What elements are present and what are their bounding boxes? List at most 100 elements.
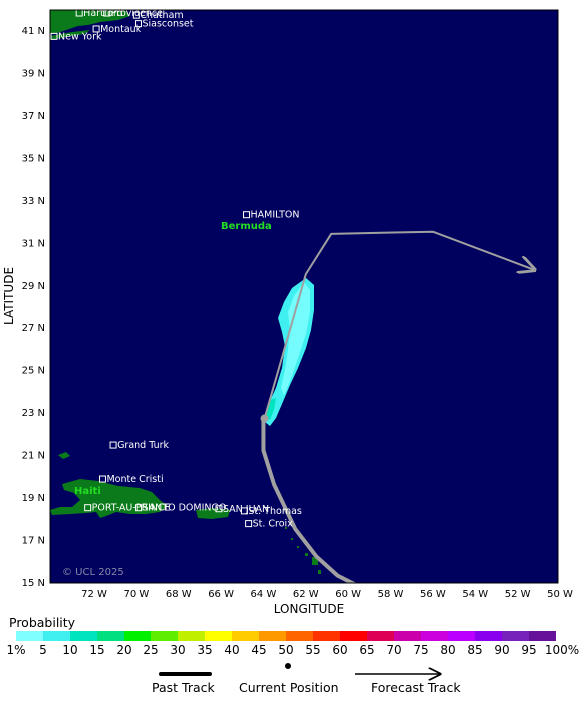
lat-tick-label: 23 N — [22, 408, 45, 419]
place-label: HAMILTON — [251, 210, 300, 221]
past-track-line — [261, 416, 357, 583]
place-marker — [245, 520, 253, 528]
forecast-track-line — [263, 230, 535, 419]
legend-label: 40 — [224, 643, 240, 657]
legend-label: 55 — [305, 643, 321, 657]
lon-tick-label: 68 W — [166, 589, 192, 600]
land-lesser-antilles — [285, 527, 321, 574]
legend-swatch — [448, 631, 475, 641]
lon-tick-label: 56 W — [420, 589, 446, 600]
legend-label: 50 — [278, 643, 294, 657]
legend-label: 35 — [197, 643, 213, 657]
key-past-track-label: Past Track — [152, 680, 215, 695]
place-label: Providence — [111, 8, 163, 19]
legend-label: 90 — [494, 643, 510, 657]
place-marker — [98, 475, 106, 483]
place-marker — [134, 20, 142, 28]
legend-label: 45 — [251, 643, 267, 657]
legend-swatch — [259, 631, 286, 641]
map-frame — [49, 9, 559, 584]
legend-label: 100% — [544, 643, 580, 657]
lat-tick-label: 19 N — [22, 493, 45, 504]
lon-tick-label: 52 W — [505, 589, 531, 600]
lat-tick-label: 33 N — [22, 196, 45, 207]
legend-label: 5 — [39, 643, 47, 657]
track-key: Past Track Current Position Forecast Tra… — [0, 660, 580, 700]
legend-swatch — [502, 631, 529, 641]
place-label: Monte Cristi — [106, 474, 163, 485]
land-long-island — [50, 30, 90, 40]
lat-tick-label: 17 N — [22, 536, 45, 547]
lon-tick-label: 50 W — [547, 589, 573, 600]
key-forecast-track-label: Forecast Track — [371, 680, 461, 695]
lat-tick-label: 41 N — [22, 26, 45, 37]
lon-tick-label: 54 W — [462, 589, 488, 600]
place-marker — [84, 504, 92, 512]
legend-label: 25 — [143, 643, 159, 657]
legend-label: 65 — [359, 643, 375, 657]
legend-swatch — [205, 631, 232, 641]
lat-tick-label: 15 N — [22, 578, 45, 589]
legend-color-bar — [16, 631, 556, 641]
legend-swatch — [475, 631, 502, 641]
land-hispaniola — [50, 479, 168, 518]
latitude-tick-labels: 41 N 39 N 37 N 35 N 33 N 31 N 29 N 27 N 25 N 23 N… — [22, 26, 45, 589]
lon-tick-label: 70 W — [123, 589, 149, 600]
swath-10pct — [266, 398, 276, 420]
place-label: PORT-AU-PRINCE — [92, 503, 171, 514]
swath-1pct — [281, 282, 310, 395]
copyright: © UCL 2025 — [62, 567, 124, 578]
place-label: St. Thomas — [248, 506, 302, 517]
place-label: SANTO DOMINGO — [142, 503, 226, 514]
lon-tick-label: 64 W — [251, 589, 277, 600]
legend-swatch — [43, 631, 70, 641]
lon-tick-label: 60 W — [335, 589, 361, 600]
probability-swath — [265, 278, 314, 426]
lat-tick-label: 27 N — [22, 323, 45, 334]
longitude-tick-labels: 72 W 70 W 68 W 66 W 64 W 62 W 60 W 58 W 56 W 54 W… — [81, 589, 573, 600]
legend-swatch — [124, 631, 151, 641]
highlight-label-haiti: Haiti — [74, 486, 101, 497]
place-marker — [243, 211, 251, 219]
legend-swatch — [313, 631, 340, 641]
place-marker — [134, 504, 142, 512]
y-axis-title: LATITUDE — [2, 267, 16, 325]
legend-swatch — [70, 631, 97, 641]
legend-label: 85 — [467, 643, 483, 657]
lat-tick-label: 21 N — [22, 451, 45, 462]
lat-tick-label: 39 N — [22, 68, 45, 79]
place-marker — [132, 11, 140, 19]
legend-label: 1% — [6, 643, 26, 657]
lat-tick-label: 29 N — [22, 281, 45, 292]
legend-label: 60 — [332, 643, 348, 657]
key-current-position-dot — [285, 663, 291, 669]
legend-labels: 1% 5 10 15 20 25 30 35 40 45 50 55 60 65 70 75 80 85 90 95 1… — [0, 643, 580, 659]
lon-tick-label: 62 W — [293, 589, 319, 600]
lat-tick-label: 37 N — [22, 111, 45, 122]
place-label: SAN JUAN — [223, 504, 269, 515]
current-position-marker — [260, 414, 269, 423]
place-label: New York — [58, 31, 102, 42]
legend-swatch — [286, 631, 313, 641]
lat-tick-label: 31 N — [22, 238, 45, 249]
legend-label: 15 — [89, 643, 105, 657]
legend-swatch — [340, 631, 367, 641]
place-label: Hartford — [83, 8, 123, 19]
legend-label: 10 — [62, 643, 78, 657]
place-label: Chatham — [140, 10, 183, 21]
legend-swatch — [367, 631, 394, 641]
legend-swatch — [178, 631, 205, 641]
legend-label: 30 — [170, 643, 186, 657]
key-current-position-label: Current Position — [239, 680, 339, 695]
legend-swatch — [16, 631, 43, 641]
place-label: Montauk — [100, 24, 142, 35]
lat-tick-label: 35 N — [22, 153, 45, 164]
legend-label: 70 — [386, 643, 402, 657]
place-label: Siasconset — [142, 19, 193, 30]
legend-label: 20 — [116, 643, 132, 657]
place-label: Grand Turk — [117, 440, 169, 451]
legend-label: 95 — [521, 643, 537, 657]
legend-swatch — [232, 631, 259, 641]
